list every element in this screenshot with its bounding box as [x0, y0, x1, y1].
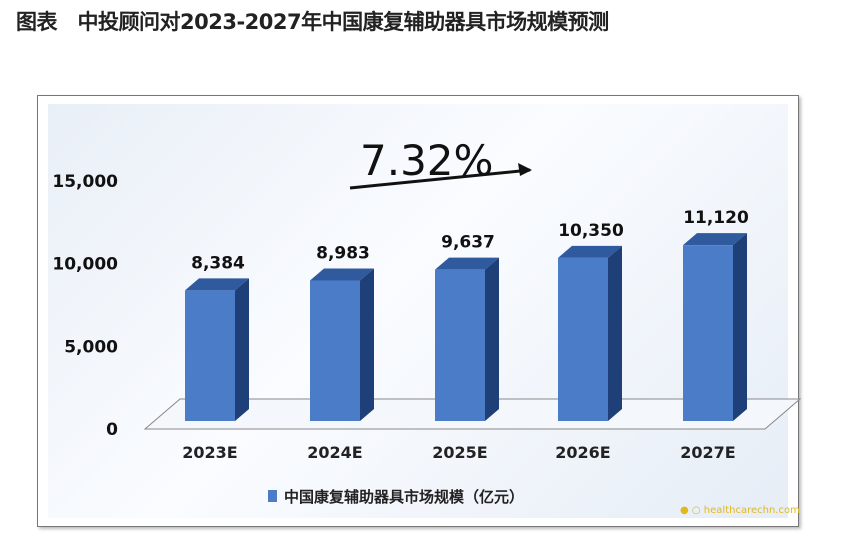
data-label: 8,983 [316, 243, 370, 263]
arrow-head [518, 163, 532, 176]
x-tick-label: 2025E [432, 443, 487, 462]
chart-frame [37, 95, 799, 527]
watermark-logo: ● ○ healthcarechn.com [680, 505, 800, 516]
y-tick-label: 10,000 [52, 255, 118, 275]
bar [683, 245, 733, 421]
bar-top [185, 278, 249, 291]
bar-side [235, 278, 249, 421]
data-label: 11,120 [683, 208, 749, 228]
bar [435, 269, 485, 421]
y-tick-label: 0 [106, 420, 118, 440]
x-tick-label: 2024E [307, 443, 362, 462]
figure-title: 图表 中投顾问对2023-2027年中国康复辅助器具市场规模预测 [16, 10, 609, 34]
bar-top [558, 245, 622, 258]
data-label: 8,384 [191, 253, 245, 273]
y-tick-label: 15,000 [52, 172, 118, 192]
bar-side [733, 233, 747, 421]
bar-top [310, 268, 374, 281]
data-label: 9,637 [441, 233, 495, 253]
bar-top [683, 233, 747, 246]
bar [310, 280, 360, 421]
y-tick-label: 5,000 [64, 337, 118, 357]
x-tick-label: 2023E [182, 443, 237, 462]
data-label: 10,350 [558, 221, 624, 241]
bar-side [485, 257, 499, 421]
x-tick-label: 2027E [680, 443, 735, 462]
bar [558, 257, 608, 421]
growth-arrow [349, 168, 531, 190]
growth-rate-annotation: 7.32% [360, 136, 493, 185]
x-tick-label: 2026E [555, 443, 610, 462]
bar-side [360, 268, 374, 421]
bar [185, 290, 235, 421]
legend-label: 中国康复辅助器具市场规模（亿元） [284, 488, 524, 506]
bar-side [608, 245, 622, 421]
legend-swatch [268, 490, 277, 502]
bar-top [435, 257, 499, 270]
